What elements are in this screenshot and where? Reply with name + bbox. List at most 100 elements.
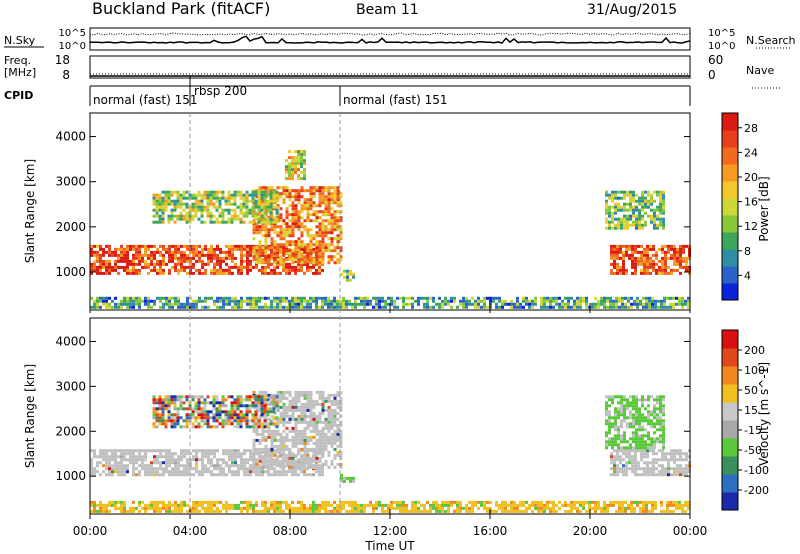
echo-cell (90, 296, 93, 300)
echo-cell (336, 302, 339, 306)
echo-cell (611, 401, 614, 405)
echo-cell (242, 398, 246, 402)
echo-cell (638, 398, 641, 402)
echo-cell (155, 193, 159, 197)
echo-cell (173, 220, 177, 224)
echo-cell (279, 470, 282, 474)
echo-cell (330, 435, 334, 439)
echo-cell (614, 440, 617, 444)
echo-cell (387, 509, 390, 513)
echo-cell (663, 305, 666, 309)
echo-cell (105, 262, 108, 266)
echo-cell (635, 407, 638, 411)
echo-cell (369, 302, 372, 306)
echo-cell (93, 470, 96, 474)
echo-cell (197, 190, 201, 194)
echo-cell (610, 452, 613, 456)
echo-cell (239, 425, 243, 429)
echo-cell (297, 458, 300, 462)
echo-cell (456, 500, 459, 504)
echo-cell (570, 503, 573, 507)
echo-cell (321, 503, 324, 507)
echo-cell (611, 446, 614, 450)
echo-cell (288, 465, 292, 469)
echo-cell (336, 222, 340, 226)
echo-cell (327, 393, 331, 397)
echo-cell (245, 419, 249, 423)
echo-cell (218, 404, 222, 408)
echo-cell (634, 247, 637, 251)
echo-cell (303, 447, 307, 451)
echo-cell (291, 231, 295, 235)
echo-cell (513, 302, 516, 306)
echo-cell (261, 249, 265, 253)
echo-cell (204, 247, 207, 251)
echo-cell (324, 462, 328, 466)
echo-cell (279, 219, 283, 223)
echo-cell (546, 506, 549, 510)
echo-cell (213, 500, 216, 504)
echo-cell (167, 407, 171, 411)
echo-cell (179, 211, 183, 215)
echo-cell (249, 305, 252, 309)
echo-cell (622, 473, 625, 477)
echo-cell (288, 225, 292, 229)
echo-cell (620, 437, 623, 441)
echo-cell (613, 458, 616, 462)
echo-cell (312, 296, 315, 300)
echo-cell (426, 509, 429, 513)
echo-cell (659, 223, 662, 227)
echo-cell (159, 305, 162, 309)
echo-cell (279, 231, 283, 235)
echo-cell (318, 246, 322, 250)
echo-cell (327, 210, 331, 214)
echo-cell (152, 193, 156, 197)
echo-cell (126, 250, 129, 254)
echo-cell (294, 470, 297, 474)
echo-cell (264, 246, 268, 250)
echo-cell (619, 268, 622, 272)
echo-cell (227, 193, 231, 197)
echo-cell (567, 299, 570, 303)
echo-cell (623, 431, 626, 435)
echo-cell (629, 404, 632, 408)
echo-cell (429, 503, 432, 507)
echo-cell (303, 420, 307, 424)
echo-cell (558, 500, 561, 504)
echo-cell (531, 503, 534, 507)
echo-cell (662, 425, 665, 429)
echo-cell (245, 416, 249, 420)
echo-cell (261, 450, 265, 454)
echo-cell (653, 398, 656, 402)
echo-cell (167, 404, 171, 408)
echo-cell (652, 259, 655, 263)
echo-cell (270, 438, 274, 442)
echo-cell (245, 190, 249, 194)
echo-cell (614, 226, 617, 230)
y-tick-label: 3000 (55, 379, 86, 393)
echo-cell (285, 500, 288, 504)
echo-cell (93, 503, 96, 507)
echo-cell (261, 447, 265, 451)
echo-cell (234, 265, 237, 269)
echo-cell (162, 268, 165, 272)
echo-cell (288, 438, 292, 442)
echo-cell (432, 305, 435, 309)
echo-cell (625, 244, 628, 248)
echo-cell (312, 459, 316, 463)
echo-cell (248, 419, 252, 423)
echo-cell (231, 253, 234, 257)
echo-cell (644, 211, 647, 215)
echo-cell (168, 461, 171, 465)
echo-feature-1 (252, 186, 343, 265)
echo-cell (603, 305, 606, 309)
echo-cell (126, 299, 129, 303)
echo-cell (153, 268, 156, 272)
echo-cell (165, 449, 168, 453)
echo-cell (173, 419, 177, 423)
echo-cell (170, 395, 174, 399)
echo-cell (233, 199, 237, 203)
echo-cell (318, 249, 322, 253)
echo-cell (411, 296, 414, 300)
